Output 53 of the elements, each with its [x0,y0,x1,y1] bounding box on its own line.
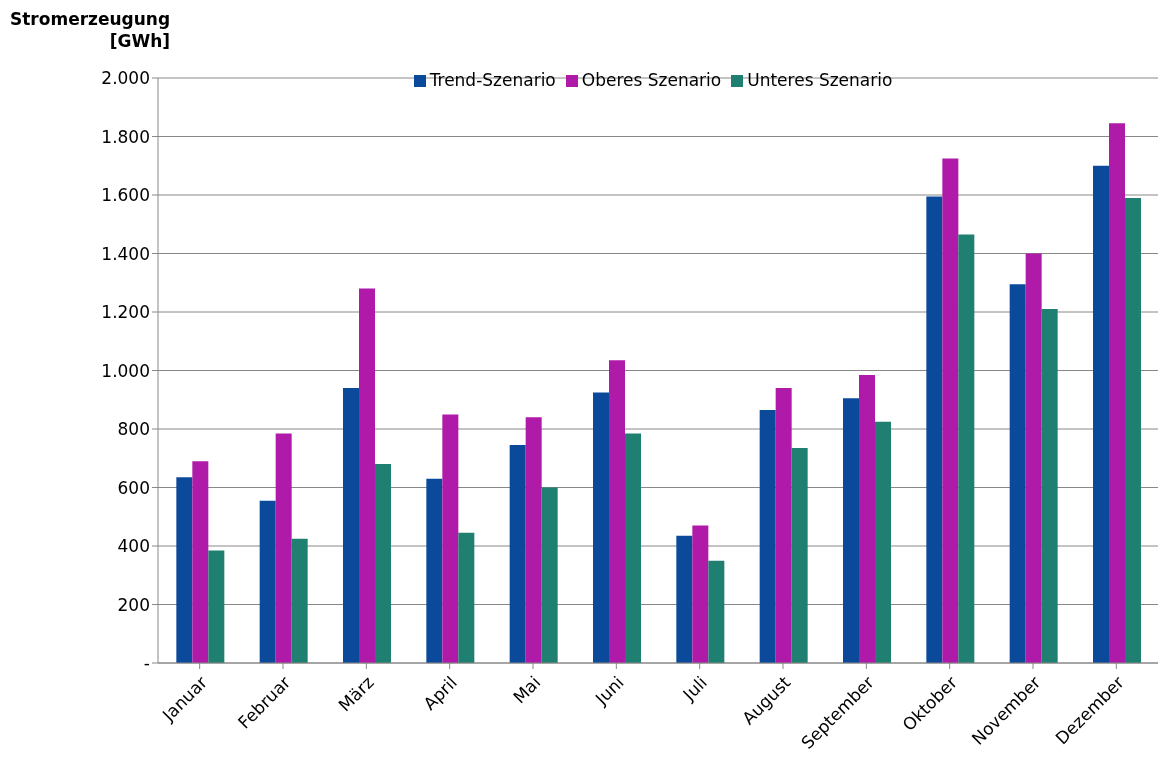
bar [375,464,391,663]
x-tick-label: Mai [509,672,545,708]
bar [458,532,475,663]
bar [176,477,193,663]
y-tick-label: 2.000 [101,68,150,89]
y-tick-label: 1.400 [101,243,150,264]
bar [275,433,292,663]
bar [291,538,308,663]
y-tick-label: 1.200 [101,302,150,323]
bar [859,374,875,663]
bar [541,487,558,663]
bar [926,196,943,663]
bar [1125,197,1141,663]
bar [426,478,443,663]
y-tick-label: 1.600 [101,185,150,206]
bar [442,414,459,663]
bar [875,421,891,663]
bar [509,445,526,663]
y-tick-label: 600 [117,477,150,498]
bar [1093,165,1109,663]
bar [593,392,609,663]
bar [843,398,859,663]
bar [208,550,225,663]
bar [708,560,725,663]
bar [958,234,975,663]
bar [609,360,625,663]
bar [1109,123,1125,663]
y-tick-label: 400 [117,536,150,557]
y-tick-label: 200 [117,594,150,615]
bar [1009,284,1026,663]
bar [259,500,276,663]
bar [625,433,641,663]
x-tick-label: Juli [678,672,712,705]
y-tick-label: 800 [117,419,150,440]
bar [192,461,209,663]
bar [1041,309,1058,663]
bar [676,535,693,663]
legend-label: Unteres Szenario [747,70,893,90]
bar [343,388,359,663]
y-tick-label: 1.800 [101,126,150,147]
bar [791,448,808,663]
bar [759,409,776,663]
y-tick-label: - [143,653,150,674]
legend-label: Trend-Szenario [429,70,556,90]
legend-label: Oberes Szenario [581,70,722,90]
y-axis-title: Stromerzeugung [GWh] [10,8,171,52]
bar [359,288,375,663]
bar [525,417,542,663]
bar [942,158,959,663]
y-tick-label: 1.000 [101,360,150,381]
bar [775,388,792,663]
bar [692,525,709,663]
bar [1025,253,1042,663]
